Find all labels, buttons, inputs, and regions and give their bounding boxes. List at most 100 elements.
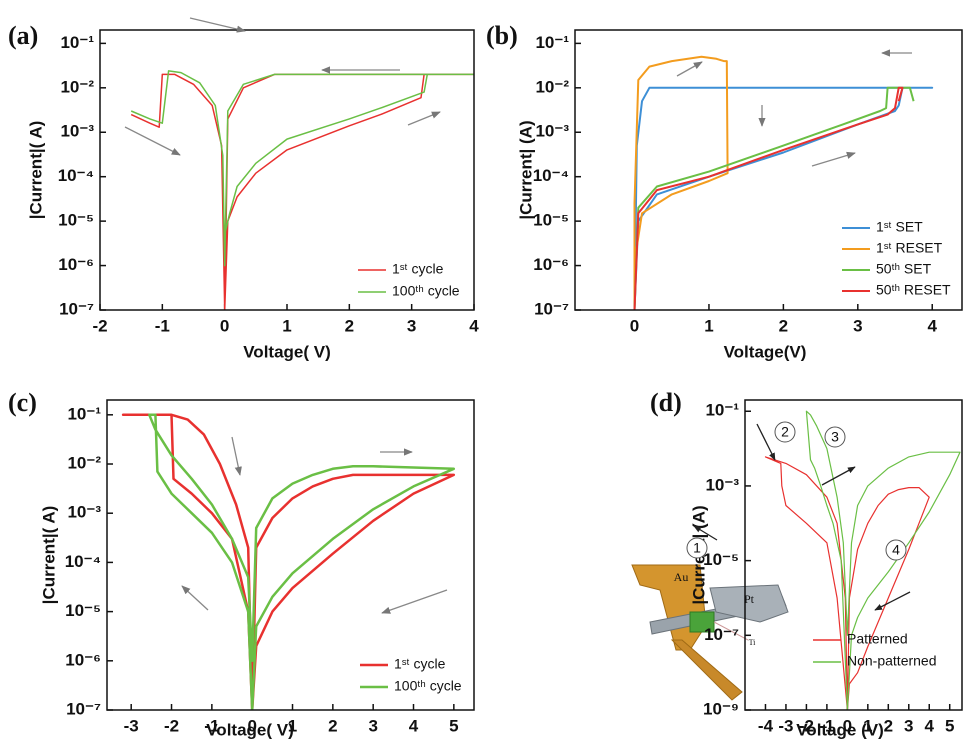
arrow — [756, 423, 776, 461]
panel-label: (b) — [486, 21, 518, 50]
x-tick-label: 4 — [409, 716, 419, 735]
x-tick-label: 2 — [779, 316, 788, 335]
y-tick-label: 10⁻⁹ — [703, 699, 739, 718]
inset-label: Au — [674, 570, 689, 584]
axes-frame — [106, 399, 475, 711]
annotation-circle — [686, 537, 708, 559]
y-tick-label: 10⁻¹ — [67, 404, 101, 423]
x-tick-label: 2 — [884, 716, 893, 735]
series-line — [148, 413, 456, 710]
arrow — [874, 591, 911, 611]
x-tick-label: 3 — [407, 316, 416, 335]
y-tick-label: 10⁻⁶ — [533, 255, 569, 274]
x-tick-label: 1 — [863, 716, 872, 735]
y-tick-label: 10⁻⁵ — [533, 211, 569, 230]
y-tick-label: 10⁻⁴ — [58, 166, 94, 185]
x-tick-label: -4 — [758, 716, 774, 735]
x-tick-label: 0 — [843, 716, 852, 735]
y-axis-title: |Current| (A) — [516, 120, 535, 219]
annotation: 2 — [781, 424, 789, 440]
x-tick-label: 5 — [945, 716, 954, 735]
annotation: 4 — [892, 542, 900, 558]
annotation-circle — [885, 539, 907, 561]
inset-device — [631, 564, 789, 701]
x-tick-label: 4 — [925, 716, 935, 735]
annotation: 1 — [693, 540, 701, 556]
panel-label: (a) — [8, 21, 38, 50]
y-tick-label: 10⁻² — [67, 453, 101, 472]
legend-label: 100ᵗʰ cycle — [394, 678, 462, 694]
arrow — [407, 111, 441, 126]
x-tick-label: 1 — [288, 716, 297, 735]
y-tick-label: 10⁻² — [535, 77, 569, 96]
legend-label: 50ᵗʰ RESET — [876, 282, 951, 298]
annotation: 3 — [831, 429, 839, 445]
plot-area — [121, 413, 456, 710]
panel-label: (d) — [650, 388, 682, 417]
y-tick-label: 10⁻¹ — [705, 401, 739, 420]
panel-label: (c) — [8, 388, 37, 417]
x-tick-label: -1 — [819, 716, 834, 735]
y-tick-label: 10⁻⁶ — [65, 650, 101, 669]
y-axis-title: |Current|( A) — [39, 506, 58, 605]
axes-frame — [99, 29, 475, 311]
x-tick-label: 0 — [630, 316, 639, 335]
y-tick-label: 10⁻¹ — [60, 33, 94, 52]
legend-label: 100ᵗʰ cycle — [392, 283, 460, 299]
x-tick-label: 0 — [220, 316, 229, 335]
x-axis-title: Voltage(V) — [724, 342, 807, 361]
x-tick-label: -2 — [164, 716, 179, 735]
arrow — [821, 466, 856, 486]
legend-label: 1ˢᵗ SET — [876, 219, 923, 235]
x-tick-label: 3 — [853, 316, 862, 335]
plot-area — [633, 55, 934, 310]
annotation-circle — [824, 426, 846, 448]
y-tick-label: 10⁻⁴ — [533, 166, 569, 185]
arrow — [381, 589, 448, 614]
x-tick-label: 0 — [247, 716, 256, 735]
x-axis-title: Voltage( V) — [206, 720, 294, 739]
arrow — [231, 436, 242, 476]
inset-label: Pt — [744, 592, 755, 606]
y-axis-title: |Current|( A) — [26, 121, 45, 220]
series-line — [633, 86, 904, 310]
series-line — [633, 86, 934, 310]
x-axis-title: Voltage( V) — [243, 342, 331, 361]
axes-frame — [574, 29, 963, 311]
x-tick-label: 3 — [904, 716, 913, 735]
y-tick-label: 10⁻⁵ — [65, 601, 101, 620]
legend-label: 1ˢᵗ cycle — [392, 261, 444, 277]
arrow — [811, 151, 856, 167]
legend-label: 1ˢᵗ cycle — [394, 656, 446, 672]
arrow — [189, 17, 246, 33]
legend-label: Patterned — [847, 631, 908, 647]
y-tick-label: 10⁻⁵ — [703, 550, 739, 569]
arrow — [693, 525, 718, 541]
x-tick-label: -3 — [778, 716, 793, 735]
y-tick-label: 10⁻⁷ — [59, 299, 94, 318]
series-line — [764, 456, 930, 710]
panel: (c) Voltage( V) |Current|( A) -3 -2 -1 0 1 2 3 4 5 1… — [8, 388, 475, 739]
y-tick-label: 10⁻³ — [535, 122, 569, 141]
x-axis-title: Voltage (V) — [796, 720, 884, 739]
annotation-circle — [774, 421, 796, 443]
series-line — [633, 55, 729, 310]
y-tick-label: 10⁻⁶ — [58, 255, 94, 274]
y-tick-label: 10⁻⁷ — [66, 699, 101, 718]
x-tick-label: 2 — [345, 316, 354, 335]
arrow — [676, 61, 703, 77]
arrow — [181, 585, 209, 611]
series-line — [130, 70, 474, 267]
legend-label: 1ˢᵗ RESET — [876, 240, 943, 256]
x-tick-label: 4 — [469, 316, 479, 335]
x-tick-label: 1 — [282, 316, 291, 335]
x-tick-label: 3 — [368, 716, 377, 735]
y-tick-label: 10⁻³ — [705, 475, 739, 494]
inset-label: Ti — [749, 638, 757, 647]
legend-label: 50ᵗʰ SET — [876, 261, 932, 277]
y-tick-label: 10⁻¹ — [535, 33, 569, 52]
x-tick-label: 5 — [449, 716, 458, 735]
x-tick-label: -1 — [155, 316, 170, 335]
series-line — [633, 86, 915, 310]
